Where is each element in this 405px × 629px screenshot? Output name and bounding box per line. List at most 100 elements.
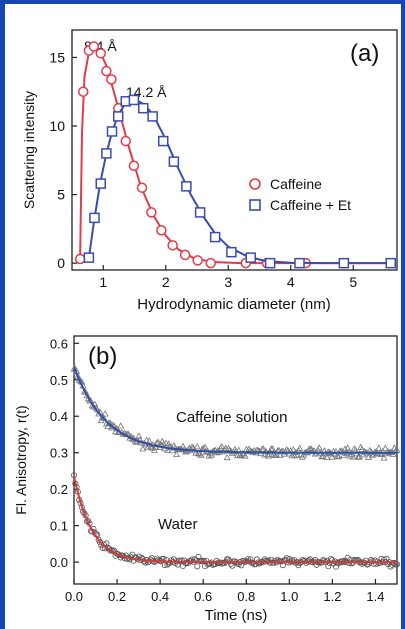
b-point-0-118 (223, 453, 231, 461)
panel-a-ticks: 1 2 3 4 5 0 5 10 15 (49, 49, 357, 290)
b-point-0-106 (208, 451, 215, 458)
a-point-1-14 (209, 231, 221, 243)
a-point-1-15 (226, 246, 237, 258)
a-xtick-label-2: 3 (224, 274, 232, 290)
b-point-0-95 (193, 443, 201, 450)
b-point-0-240 (381, 444, 389, 451)
a-point-0-1 (78, 86, 89, 97)
b-point-0-57 (144, 443, 152, 450)
panel-b-marks (70, 365, 401, 570)
a-point-0-8 (120, 135, 131, 147)
b-point-0-150 (265, 452, 273, 459)
b-xtick-label-4: 0.8 (237, 589, 255, 604)
b-point-0-36 (117, 422, 125, 429)
a-xtick-label-0: 1 (99, 274, 107, 290)
b-point-0-172 (293, 451, 301, 458)
b-point-0-137 (248, 447, 256, 455)
a-point-0-10 (136, 182, 148, 193)
panel-b-y-label: Fl. Anisotropy, r(t) (13, 405, 29, 514)
panel-a-marks (74, 41, 396, 269)
b-point-1-122 (229, 562, 236, 569)
a-ytick-label-1: 5 (57, 187, 65, 203)
label-caffeine-solution: Caffeine solution (176, 409, 287, 426)
a-point-1-0 (83, 252, 95, 263)
b-point-1-193 (321, 557, 328, 564)
b-point-1-164 (283, 555, 290, 562)
b-point-0-60 (148, 444, 156, 451)
panel-a-legend: Caffeine Caffeine + Et (249, 176, 351, 213)
b-xtick-label-5: 1.0 (280, 589, 298, 604)
panel-b-x-label: Time (ns) (205, 607, 268, 624)
b-point-0-69 (160, 440, 167, 447)
b-fit-line-0 (73, 366, 397, 454)
a-point-1-11 (168, 156, 180, 167)
b-point-0-62 (150, 446, 158, 453)
panel-b-frame (73, 335, 398, 585)
a-point-0-3 (88, 41, 100, 52)
panel-b-label: (b) (88, 343, 117, 370)
b-point-0-114 (218, 442, 226, 450)
b-point-0-235 (375, 444, 383, 451)
a-point-1-12 (181, 181, 192, 192)
b-point-1-95 (194, 563, 201, 570)
b-point-0-153 (269, 445, 276, 452)
b-point-1-232 (371, 557, 378, 564)
b-point-0-24 (101, 410, 109, 417)
b-point-1-196 (325, 563, 332, 570)
a-point-1-1 (89, 212, 100, 224)
b-point-0-189 (315, 444, 323, 451)
a-point-0-15 (192, 255, 203, 266)
a-xtick-label-3: 4 (287, 274, 295, 290)
a-point-0-6 (106, 74, 117, 85)
b-point-0-182 (306, 444, 314, 452)
a-fit-line-1 (87, 98, 391, 265)
a-point-1-8 (138, 102, 149, 114)
a-point-1-2 (95, 178, 106, 189)
a-ytick-label-3: 15 (49, 49, 65, 65)
b-fit-line-1 (73, 476, 397, 564)
b-point-0-208 (340, 451, 348, 458)
panel-a-x-label: Hydrodynamic diameter (nm) (137, 296, 330, 313)
b-point-1-96 (195, 553, 202, 560)
b-point-0-170 (291, 452, 298, 459)
b-point-0-204 (335, 453, 343, 460)
b-xtick-label-3: 0.6 (194, 589, 212, 604)
b-ytick-label-2: 0.2 (50, 482, 68, 497)
a-point-1-4 (106, 126, 118, 137)
panel-b: (b) Fl. Anisotropy, r(t) Time (ns) Caffe… (13, 335, 401, 624)
b-point-0-79 (173, 450, 180, 457)
b-point-0-174 (296, 444, 304, 451)
panel-a-frame (71, 29, 398, 271)
a-ytick-label-0: 0 (57, 255, 65, 271)
b-point-1-212 (346, 560, 353, 567)
b-point-1-207 (339, 557, 346, 564)
a-point-0-13 (167, 240, 178, 251)
b-ytick-label-3: 0.3 (50, 446, 68, 461)
b-point-0-97 (196, 450, 204, 457)
a-point-1-17 (264, 257, 276, 269)
a-point-0-16 (205, 257, 216, 269)
b-point-0-58 (145, 437, 153, 444)
b-point-0-86 (182, 448, 190, 455)
b-point-0-211 (344, 444, 352, 451)
b-point-0-50 (135, 432, 143, 439)
panel-a: (a) Scattering intensity Hydrodynamic di… (21, 29, 398, 313)
b-point-0-98 (197, 451, 205, 458)
b-ytick-label-6: 0.6 (50, 336, 68, 351)
b-point-0-203 (333, 452, 341, 459)
b-point-0-219 (354, 453, 362, 460)
b-point-0-132 (241, 452, 249, 459)
a-ytick-label-2: 10 (49, 118, 65, 134)
a-point-1-10 (158, 135, 169, 147)
legend-marker-caffeine-et (249, 199, 261, 211)
a-point-1-5 (113, 111, 124, 122)
b-point-0-91 (188, 443, 196, 450)
b-xtick-label-0: 0.0 (65, 589, 83, 604)
a-point-1-18 (294, 257, 305, 269)
b-point-1-83 (178, 557, 185, 564)
border-right (401, 0, 405, 629)
b-point-0-146 (259, 445, 267, 452)
b-point-0-230 (368, 451, 376, 458)
b-point-0-65 (154, 438, 162, 445)
